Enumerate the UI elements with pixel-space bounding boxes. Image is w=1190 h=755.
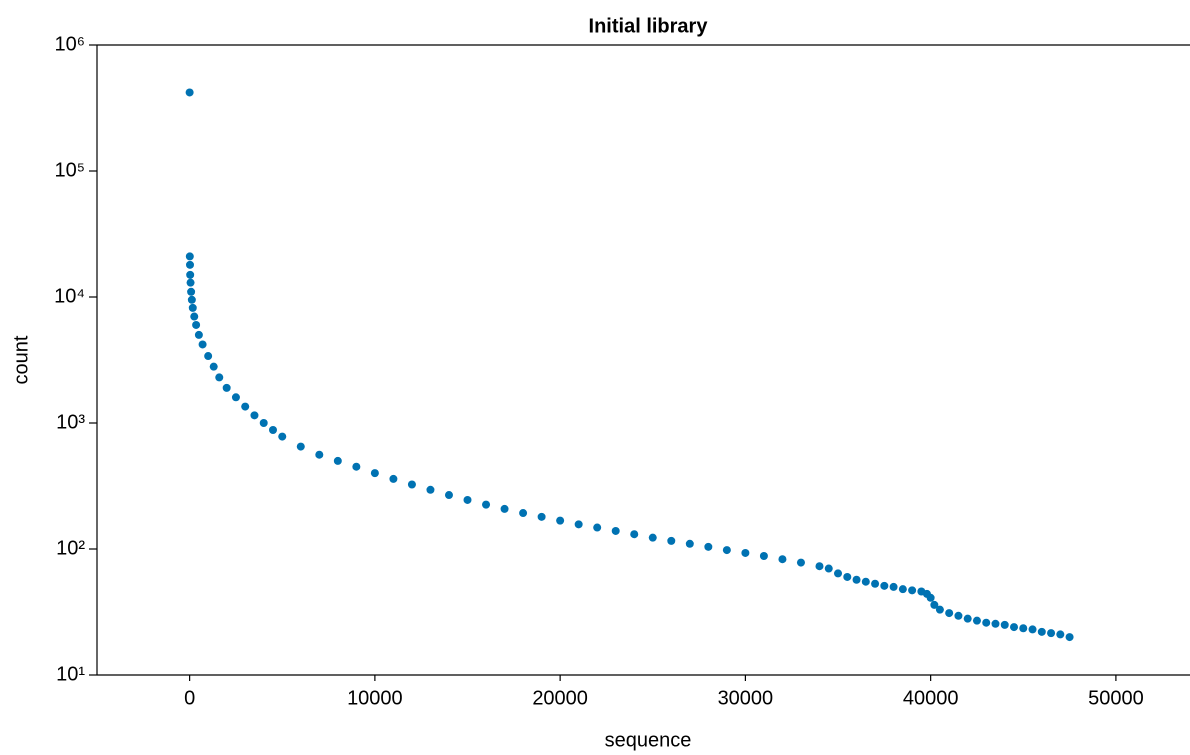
point — [954, 611, 963, 620]
x-tick-label: 30000 — [718, 687, 774, 709]
point — [963, 614, 972, 623]
point — [463, 495, 472, 504]
point — [880, 581, 889, 590]
point — [1065, 633, 1074, 642]
point — [333, 456, 342, 465]
y-tick-label: 10² — [56, 537, 85, 559]
point — [185, 252, 194, 261]
y-tick-label: 10⁴ — [54, 285, 85, 307]
x-tick-label: 40000 — [903, 687, 959, 709]
point — [556, 516, 565, 525]
point — [843, 572, 852, 581]
point — [834, 569, 843, 578]
point — [352, 462, 361, 471]
point — [935, 605, 944, 614]
point — [315, 450, 324, 459]
x-tick-label: 20000 — [532, 687, 588, 709]
point — [685, 539, 694, 548]
point — [871, 579, 880, 588]
point — [426, 485, 435, 494]
y-tick-label: 10⁵ — [54, 159, 85, 181]
point — [574, 520, 583, 529]
point — [204, 352, 213, 361]
point — [898, 585, 907, 594]
point — [370, 469, 379, 478]
point — [759, 551, 768, 560]
point — [630, 530, 639, 539]
point — [188, 303, 197, 312]
y-tick-label: 10⁶ — [55, 33, 85, 55]
point — [259, 419, 268, 427]
point — [482, 500, 491, 509]
point — [537, 512, 546, 521]
y-tick-label: 10³ — [56, 411, 85, 433]
x-tick-label: 50000 — [1088, 687, 1144, 709]
point — [389, 474, 398, 483]
point — [982, 618, 991, 627]
point — [187, 295, 196, 304]
point — [296, 442, 305, 451]
point — [824, 564, 833, 573]
point — [407, 480, 416, 489]
point — [704, 542, 713, 551]
point — [198, 340, 207, 349]
point — [231, 393, 240, 402]
point — [250, 411, 259, 420]
point — [611, 526, 620, 535]
point — [1010, 623, 1019, 632]
point — [722, 546, 731, 555]
point — [648, 533, 657, 542]
point — [209, 362, 218, 371]
y-axis-label: count — [10, 335, 32, 384]
point — [593, 523, 602, 532]
point — [241, 402, 250, 411]
point — [908, 586, 917, 595]
x-tick-label: 10000 — [347, 687, 403, 709]
point — [991, 619, 1000, 628]
point — [889, 582, 898, 591]
point — [186, 270, 195, 279]
point — [1037, 627, 1046, 636]
point — [215, 373, 224, 382]
point — [778, 555, 787, 564]
point — [185, 88, 194, 97]
point — [444, 491, 453, 500]
point — [861, 577, 870, 586]
point — [741, 548, 750, 557]
point — [187, 287, 196, 296]
y-tick-label: 10¹ — [56, 663, 85, 685]
point — [222, 383, 231, 392]
point — [186, 278, 195, 287]
x-axis-label: sequence — [605, 729, 692, 751]
point — [185, 260, 194, 269]
point — [945, 609, 954, 618]
point — [930, 600, 939, 609]
point — [852, 575, 861, 584]
point — [972, 616, 981, 625]
point — [519, 509, 528, 518]
point — [190, 312, 199, 321]
point — [1000, 620, 1009, 629]
point — [192, 320, 201, 329]
chart-title: Initial library — [589, 15, 709, 37]
point — [1028, 625, 1037, 634]
point — [1056, 630, 1065, 639]
point — [815, 562, 824, 571]
point — [667, 536, 676, 545]
point — [926, 593, 935, 602]
point — [1019, 624, 1028, 633]
point — [500, 504, 509, 513]
point — [796, 558, 805, 567]
point — [1047, 629, 1056, 638]
point — [278, 432, 287, 441]
point — [268, 425, 277, 434]
point — [194, 330, 203, 339]
x-tick-label: 0 — [184, 687, 195, 709]
